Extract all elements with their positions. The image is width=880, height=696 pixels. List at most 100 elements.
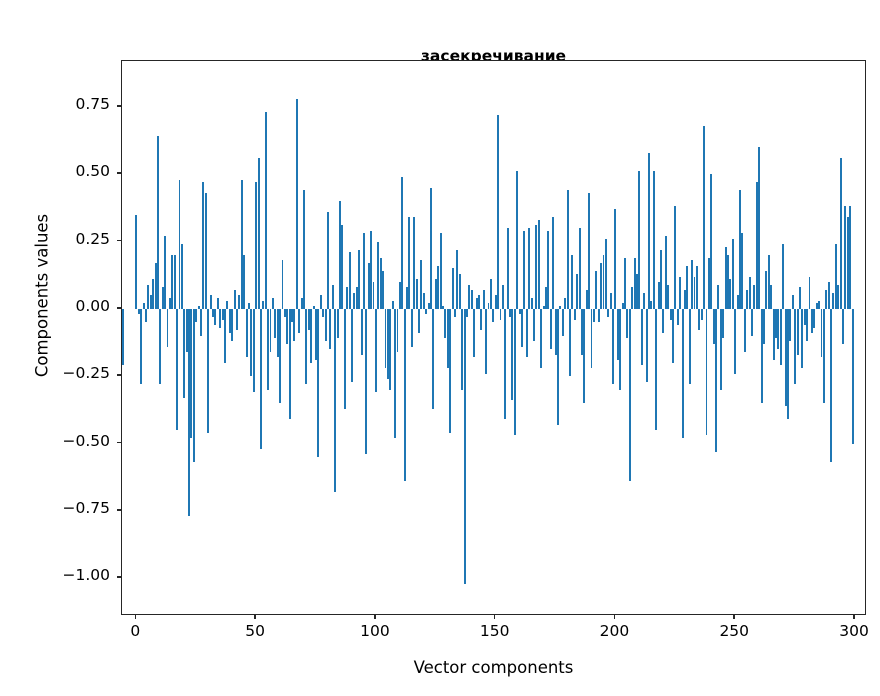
bar xyxy=(576,273,579,309)
bar xyxy=(281,260,284,309)
bar xyxy=(585,290,588,309)
bar xyxy=(329,308,332,350)
bar xyxy=(353,292,356,309)
bar xyxy=(561,308,564,336)
bar xyxy=(394,308,397,439)
bar xyxy=(564,298,567,309)
bar xyxy=(245,308,248,358)
bar xyxy=(645,308,648,382)
bar xyxy=(212,308,214,317)
bar xyxy=(420,260,423,309)
bar xyxy=(700,308,703,320)
bar xyxy=(453,308,456,317)
bar xyxy=(449,308,452,433)
bar xyxy=(755,182,758,309)
bar xyxy=(142,303,145,309)
bar xyxy=(477,295,480,309)
bar xyxy=(152,279,155,309)
bar xyxy=(489,279,492,309)
bar xyxy=(427,303,430,309)
bar xyxy=(614,209,617,309)
bar xyxy=(504,308,507,420)
bar xyxy=(305,308,308,385)
bar xyxy=(377,241,380,309)
bar xyxy=(530,298,533,309)
bar xyxy=(494,295,497,309)
bar xyxy=(219,308,222,328)
bar xyxy=(221,308,224,320)
y-tick-mark xyxy=(117,307,121,309)
x-tick-label: 200 xyxy=(599,622,630,640)
bar xyxy=(791,295,794,309)
bar xyxy=(837,284,840,309)
bar xyxy=(825,290,828,309)
bar xyxy=(322,308,325,317)
bar xyxy=(271,298,274,309)
bar xyxy=(774,308,777,339)
bar xyxy=(705,308,708,436)
bar xyxy=(422,292,425,309)
bar xyxy=(269,308,272,352)
bar xyxy=(523,230,526,309)
y-tick-mark xyxy=(117,374,121,376)
bar xyxy=(228,308,231,334)
bar xyxy=(753,284,756,309)
x-tick-label: 300 xyxy=(839,622,869,640)
bar xyxy=(830,308,833,463)
bar xyxy=(398,281,401,309)
bar xyxy=(192,308,195,463)
bar xyxy=(202,182,205,309)
bar xyxy=(286,308,289,344)
bar xyxy=(547,230,550,309)
bar xyxy=(346,287,349,309)
bar xyxy=(231,308,234,342)
bar xyxy=(365,308,368,455)
bar xyxy=(355,287,358,309)
bar xyxy=(662,308,665,334)
bar xyxy=(362,233,365,309)
bar xyxy=(674,206,677,309)
bar xyxy=(374,308,377,393)
bar xyxy=(521,308,524,347)
bar xyxy=(456,249,459,309)
bar xyxy=(813,308,816,328)
y-tick-label: 0.50 xyxy=(75,162,110,181)
bar xyxy=(839,157,842,309)
bar xyxy=(631,287,634,309)
y-tick-label: 0.75 xyxy=(75,94,110,113)
bar xyxy=(712,308,715,344)
bar xyxy=(533,308,535,342)
bar xyxy=(159,308,162,385)
bar xyxy=(482,290,485,309)
x-tick-label: 250 xyxy=(719,622,750,640)
bar xyxy=(748,276,751,309)
bar xyxy=(240,179,243,309)
bar xyxy=(513,308,516,436)
bar xyxy=(135,214,138,309)
bar xyxy=(140,308,143,385)
bar xyxy=(480,308,483,331)
bar xyxy=(542,306,545,309)
bar xyxy=(442,306,444,309)
bar xyxy=(784,308,787,406)
bar xyxy=(628,308,631,482)
bar xyxy=(243,254,246,309)
bar xyxy=(528,228,531,309)
bar xyxy=(758,147,761,309)
bar xyxy=(418,308,420,334)
bar xyxy=(604,238,607,309)
bar xyxy=(122,308,124,366)
bar xyxy=(312,306,315,309)
bar xyxy=(707,257,710,309)
bar xyxy=(806,308,809,342)
bar xyxy=(291,308,294,323)
bar xyxy=(540,308,543,369)
bar xyxy=(600,263,603,309)
bar xyxy=(803,308,806,326)
bar xyxy=(250,308,253,377)
bar xyxy=(358,249,361,309)
bar xyxy=(722,308,725,339)
bar xyxy=(403,308,406,482)
bar xyxy=(396,308,399,352)
bar xyxy=(525,308,528,358)
